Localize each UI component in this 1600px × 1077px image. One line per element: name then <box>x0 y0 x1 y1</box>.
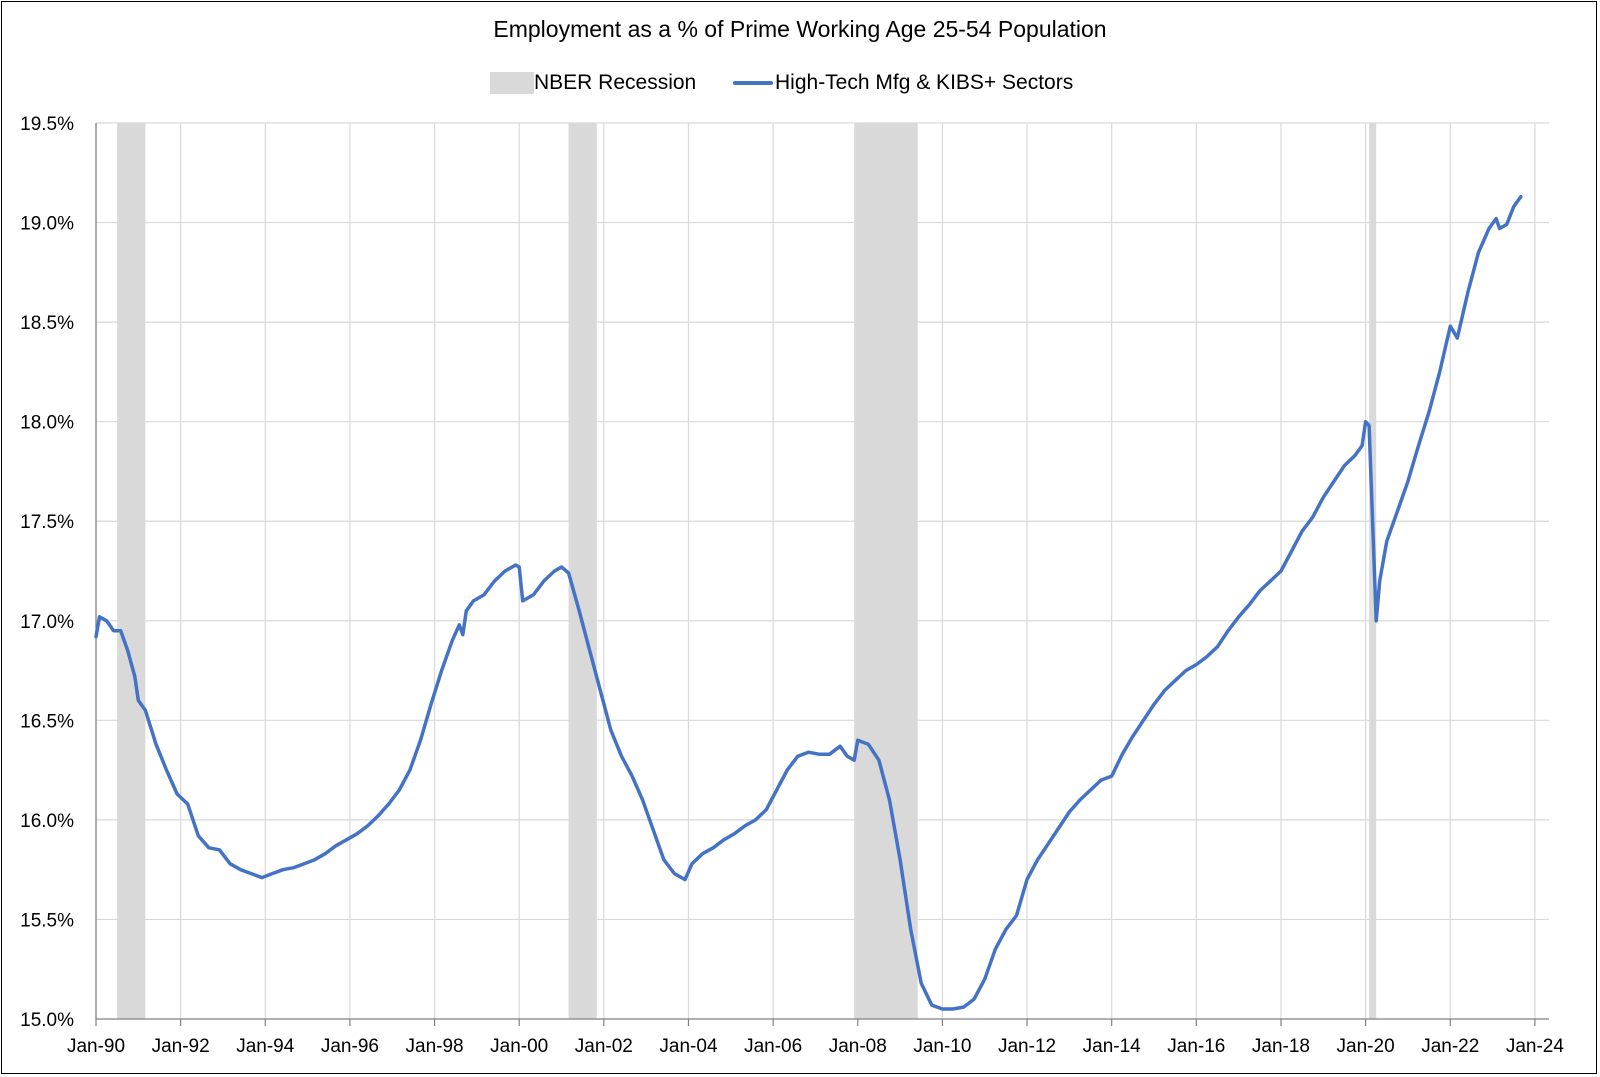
axes <box>95 123 1549 1020</box>
y-tick-label: 17.5% <box>20 512 74 533</box>
y-tick-label: 19.5% <box>20 114 74 135</box>
legend-series-label: High-Tech Mfg & KIBS+ Sectors <box>775 71 1074 94</box>
chart-legend: NBER Recession High-Tech Mfg & KIBS+ Sec… <box>0 68 1600 98</box>
x-tick-label: Jan-10 <box>913 1036 971 1057</box>
x-tick-label: Jan-96 <box>321 1036 379 1057</box>
recession-band-2 <box>568 123 597 1019</box>
y-tick-label: 16.5% <box>20 711 74 732</box>
x-tick-label: Jan-12 <box>998 1036 1056 1057</box>
y-tick-label: 16.0% <box>20 811 74 832</box>
x-tick-label: Jan-92 <box>152 1036 210 1057</box>
y-tick-label: 15.5% <box>20 910 74 931</box>
recession-bands <box>117 123 1377 1019</box>
recession-band-1 <box>117 123 146 1019</box>
legend-item-recession: NBER Recession <box>490 68 696 98</box>
x-tick-label: Jan-90 <box>67 1036 125 1057</box>
legend-recession-label: NBER Recession <box>534 71 697 94</box>
tick-labels: 15.0% 15.5% 16.0% 16.5% 17.0% 17.5% 18.0% 18.5%… <box>20 114 1564 1057</box>
x-tick-label: Jan-94 <box>236 1036 295 1057</box>
x-tick-label: Jan-20 <box>1337 1036 1395 1057</box>
x-tick-label: Jan-22 <box>1421 1036 1479 1057</box>
x-tick-label: Jan-00 <box>490 1036 548 1057</box>
y-tick-label: 18.5% <box>20 313 74 334</box>
x-tick-label: Jan-24 <box>1506 1036 1565 1057</box>
gridlines <box>95 122 1549 1026</box>
legend-recession-swatch <box>490 72 534 94</box>
x-tick-label: Jan-04 <box>659 1036 718 1057</box>
x-tick-label: Jan-06 <box>744 1036 802 1057</box>
x-tick-label: Jan-16 <box>1167 1036 1225 1057</box>
y-tick-label: 19.0% <box>20 214 74 235</box>
y-tick-label: 17.0% <box>20 612 74 633</box>
x-tick-label: Jan-08 <box>829 1036 887 1057</box>
chart-title: Employment as a % of Prime Working Age 2… <box>493 16 1107 42</box>
x-tick-label: Jan-02 <box>575 1036 633 1057</box>
legend-series-swatch <box>733 81 773 85</box>
x-tick-label: Jan-98 <box>406 1036 464 1057</box>
legend-item-series: High-Tech Mfg & KIBS+ Sectors <box>733 68 1073 98</box>
y-tick-label: 18.0% <box>20 413 74 434</box>
series-line-1 <box>94 194 1523 1011</box>
y-tick-label: 15.0% <box>20 1010 74 1031</box>
x-tick-label: Jan-18 <box>1252 1036 1310 1057</box>
series-layer <box>94 194 1523 1011</box>
recession-band-3 <box>854 123 918 1019</box>
x-tick-label: Jan-14 <box>1083 1036 1142 1057</box>
